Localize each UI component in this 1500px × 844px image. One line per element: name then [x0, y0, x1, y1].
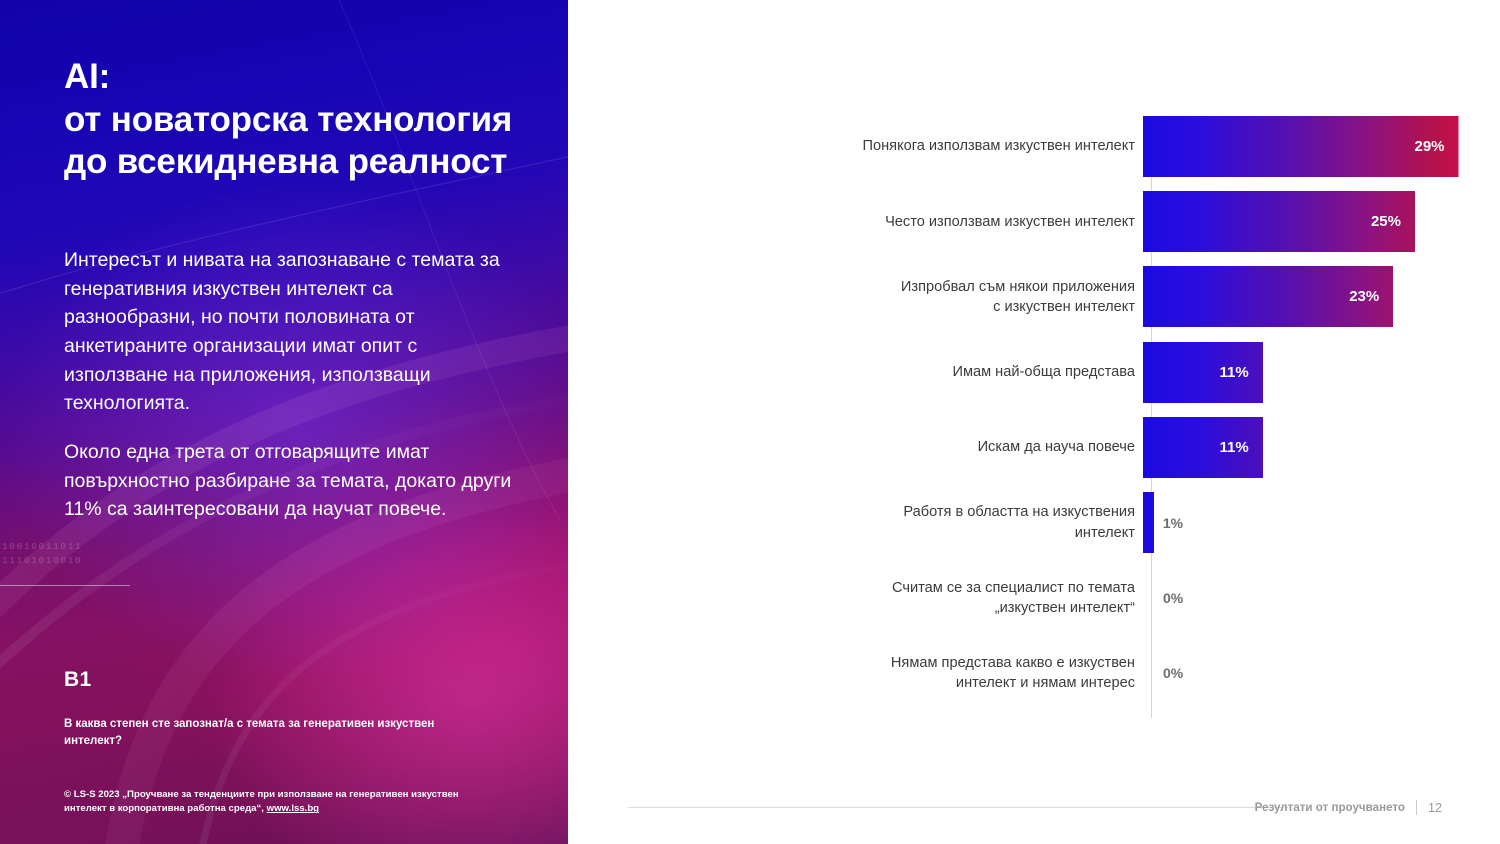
chart-row-label-line: Считам се за специалист по темата: [891, 579, 1135, 596]
chart-row-label-line: „изкуствен интелект“: [994, 599, 1135, 616]
chart-row-label-line: Понякога използвам изкуствен интелект: [862, 138, 1136, 155]
chart-bar: 11%: [1143, 416, 1263, 478]
left-divider: [0, 585, 130, 586]
chart-bar-wrap: 1%: [1143, 492, 1478, 553]
chart-bar-value: 29%: [1414, 138, 1445, 155]
horizontal-bar-chart: Понякога използвам изкуствен интелект 29%…: [688, 108, 1478, 718]
chart-row-label: Понякога използвам изкуствен интелект: [688, 136, 1143, 156]
chart-bar-wrap: 11%: [1143, 341, 1478, 403]
footer-page-number: 12: [1427, 800, 1442, 815]
chart-bar-wrap: 23%: [1143, 266, 1478, 328]
chart-row: Искам да науча повече 11%: [688, 416, 1478, 478]
footer-divider: [628, 807, 1288, 808]
footer-label: Резултати от проучването: [1254, 801, 1405, 814]
chart-bar-wrap: 11%: [1143, 416, 1478, 478]
chart-row-label-line: Имам най-обща представа: [952, 364, 1135, 381]
chart-bar: [1143, 492, 1154, 553]
question-text: В каква степен сте запознат/а с темата з…: [64, 718, 435, 748]
chart-bar-value: 0%: [1163, 589, 1184, 606]
chart-row-label: Работя в областта на изкуствения интелект: [688, 502, 1143, 542]
slide-title: AI: от новаторска технология до всекидне…: [64, 56, 534, 184]
copyright-notice: © LS-S 2023 „Проучване за тенденциите пр…: [64, 788, 464, 817]
title-line-1: AI:: [64, 57, 111, 96]
chart-row: Често използвам изкуствен интелект 25%: [688, 191, 1478, 253]
chart-row-label: Често използвам изкуствен интелект: [688, 212, 1143, 232]
chart-bar-wrap: 0%: [1143, 567, 1478, 628]
chart-bar: 25%: [1143, 191, 1415, 253]
chart-bar-wrap: 29%: [1143, 116, 1478, 177]
copyright-text: © LS-S 2023 „Проучване за тенденциите пр…: [64, 789, 459, 815]
chart-bar: 29%: [1143, 116, 1459, 177]
title-line-3: до всекидневна реалност: [64, 142, 508, 182]
binary-decoration-text: 10010011011 11101010010: [2, 541, 83, 566]
chart-row-label: Нямам представа какво е изкуствен интелек…: [688, 653, 1143, 693]
left-panel: AI: от новаторска технология до всекидне…: [0, 0, 568, 844]
chart-bar-value: 11%: [1219, 363, 1249, 381]
chart-row: Считам се за специалист по темата „изкуст…: [688, 567, 1478, 628]
chart-bar-value: 0%: [1163, 664, 1184, 681]
chart-bar-wrap: 25%: [1143, 191, 1478, 253]
chart-row-label-line: Искам да науча повече: [977, 439, 1135, 456]
chart-row-label-line: Изпробвал съм някои приложения: [900, 278, 1135, 295]
chart-bar-wrap: 0%: [1143, 642, 1478, 703]
chart-row: Понякога използвам изкуствен интелект 29%: [688, 116, 1478, 177]
chart-row-label-line: Работя в областта на изкуствения: [903, 504, 1135, 521]
title-line-2: от новаторска технология: [64, 99, 513, 139]
chart-row-label: Считам се за специалист по темата „изкуст…: [688, 578, 1143, 618]
chart-row-label: Искам да науча повече: [688, 437, 1143, 457]
chart-row-label: Изпробвал съм някои приложения с изкустве…: [688, 277, 1143, 317]
chart-row-label: Имам най-обща представа: [688, 362, 1143, 382]
chart-row: Нямам представа какво е изкуствен интелек…: [688, 642, 1478, 703]
chart-bar: 23%: [1143, 266, 1394, 328]
lss-website-link[interactable]: www.lss.bg: [266, 803, 320, 815]
chart-bar-value: 11%: [1219, 438, 1249, 456]
chart-bar-value: 23%: [1349, 288, 1380, 306]
chart-row-label-line: интелект: [1074, 524, 1135, 541]
chart-row-label-line: с изкуствен интелект: [993, 298, 1135, 315]
body-paragraph-2: Около една трета от отговарящите имат по…: [64, 440, 512, 521]
chart-row-label-line: интелект и нямам интерес: [955, 674, 1135, 691]
footer-separator: [1415, 800, 1417, 815]
body-paragraph-1: Интересът и нивата на запознаване с тема…: [64, 249, 500, 415]
chart-row: Изпробвал съм някои приложения с изкустве…: [688, 266, 1478, 328]
chart-row-label-line: Нямам представа какво е изкуствен: [890, 654, 1135, 671]
chart-bar-value: 25%: [1370, 213, 1401, 231]
chart-row: Имам най-обща представа 11%: [688, 341, 1478, 403]
chart-bar-value: 1%: [1162, 514, 1184, 531]
chart-area: Понякога използвам изкуствен интелект 29%…: [568, 0, 1500, 844]
chart-row: Работя в областта на изкуствения интелект…: [688, 492, 1478, 553]
chart-row-label-line: Често използвам изкуствен интелект: [885, 213, 1135, 230]
question-code: B1: [64, 668, 92, 691]
chart-bar: 11%: [1143, 341, 1263, 403]
footer: Резултати от проучването 12: [1255, 800, 1442, 815]
body-copy: Интересът и нивата на запознаване с тема…: [64, 246, 514, 524]
